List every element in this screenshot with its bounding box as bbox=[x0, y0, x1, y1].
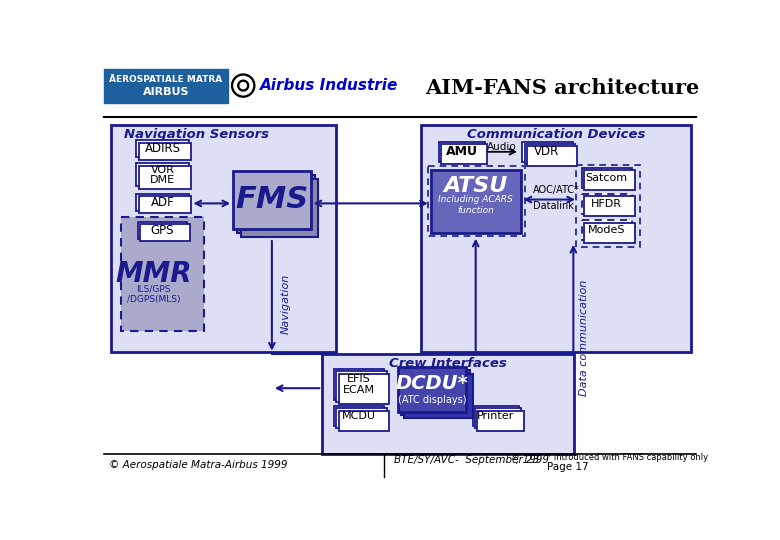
Text: DCDU*: DCDU* bbox=[396, 374, 469, 393]
Text: GPS: GPS bbox=[151, 224, 175, 237]
Bar bbox=[441, 144, 488, 164]
Text: VOR
DME: VOR DME bbox=[150, 165, 176, 185]
Text: ADIRS: ADIRS bbox=[144, 142, 181, 155]
Text: Navigation: Navigation bbox=[281, 273, 291, 334]
Text: Audio: Audio bbox=[488, 142, 517, 152]
Bar bbox=[138, 222, 187, 239]
Text: AIRBUS: AIRBUS bbox=[143, 87, 189, 97]
Bar bbox=[399, 367, 466, 412]
Bar bbox=[139, 166, 191, 189]
Bar bbox=[584, 197, 635, 217]
Text: AMU: AMU bbox=[445, 145, 477, 158]
Text: EFIS
ECAM: EFIS ECAM bbox=[342, 374, 374, 395]
Text: © Aerospatiale Matra-Airbus 1999: © Aerospatiale Matra-Airbus 1999 bbox=[109, 460, 288, 470]
Bar bbox=[339, 410, 389, 430]
Bar bbox=[233, 171, 310, 229]
Text: AOC/ATC*: AOC/ATC* bbox=[533, 185, 580, 195]
Text: Communication Devices: Communication Devices bbox=[467, 129, 646, 141]
Bar bbox=[584, 222, 635, 242]
Bar bbox=[139, 197, 191, 213]
Circle shape bbox=[240, 83, 246, 89]
Text: ILS/GPS
/DGPS(MLS): ILS/GPS /DGPS(MLS) bbox=[126, 285, 180, 304]
Bar bbox=[336, 408, 387, 428]
Text: rd: rd bbox=[512, 453, 519, 462]
Bar bbox=[136, 140, 189, 157]
Bar bbox=[431, 170, 521, 233]
Bar bbox=[334, 369, 385, 400]
Text: , 1999: , 1999 bbox=[516, 455, 549, 465]
Bar bbox=[582, 194, 633, 214]
Bar bbox=[582, 168, 633, 188]
Bar bbox=[241, 179, 318, 237]
Text: (ATC displays): (ATC displays) bbox=[398, 395, 466, 405]
Text: Datalink: Datalink bbox=[533, 201, 574, 211]
Text: ADF: ADF bbox=[151, 196, 175, 209]
Text: BTE/SY/AVC-  September 23: BTE/SY/AVC- September 23 bbox=[394, 455, 539, 465]
Bar bbox=[121, 217, 204, 331]
Bar bbox=[136, 164, 189, 186]
Text: FMS: FMS bbox=[236, 185, 309, 214]
Bar bbox=[473, 406, 519, 426]
Text: Airbus Industrie: Airbus Industrie bbox=[261, 78, 399, 93]
Bar bbox=[140, 224, 190, 241]
Circle shape bbox=[232, 74, 255, 97]
Bar bbox=[584, 170, 635, 190]
Bar bbox=[104, 69, 228, 103]
Bar bbox=[526, 146, 577, 166]
Text: Navigation Sensors: Navigation Sensors bbox=[124, 129, 269, 141]
Bar bbox=[139, 143, 191, 159]
Bar bbox=[421, 125, 691, 352]
Text: Satcom: Satcom bbox=[586, 173, 628, 183]
Bar bbox=[336, 372, 387, 402]
Circle shape bbox=[238, 80, 249, 91]
Bar bbox=[136, 194, 189, 211]
Bar bbox=[404, 374, 473, 418]
Bar bbox=[582, 220, 633, 240]
Text: Page 17: Page 17 bbox=[547, 462, 589, 472]
Bar bbox=[237, 175, 314, 233]
Bar bbox=[438, 142, 485, 162]
Bar bbox=[576, 165, 640, 247]
Text: ModeS: ModeS bbox=[588, 225, 626, 235]
Bar bbox=[477, 410, 523, 430]
Text: ATSU: ATSU bbox=[444, 177, 508, 197]
Text: MCDU: MCDU bbox=[342, 411, 376, 421]
Bar bbox=[427, 166, 524, 236]
Text: ĀEROSPATIALE MATRA: ĀEROSPATIALE MATRA bbox=[109, 75, 222, 84]
Bar bbox=[524, 144, 575, 164]
Bar bbox=[339, 374, 389, 404]
Text: VDR: VDR bbox=[534, 145, 559, 158]
Bar bbox=[401, 370, 470, 415]
Text: Data communication: Data communication bbox=[580, 280, 589, 396]
Bar bbox=[334, 406, 385, 426]
Bar bbox=[522, 142, 573, 162]
Text: MMR: MMR bbox=[115, 260, 192, 288]
Bar bbox=[322, 354, 574, 454]
Text: Printer: Printer bbox=[477, 411, 515, 421]
Text: Including ACARS
function: Including ACARS function bbox=[438, 195, 513, 214]
Text: AIM-FANS architecture: AIM-FANS architecture bbox=[425, 78, 700, 98]
Bar bbox=[112, 125, 336, 352]
Circle shape bbox=[234, 76, 253, 95]
Text: HFDR: HFDR bbox=[591, 199, 622, 209]
Text: Crew Interfaces: Crew Interfaces bbox=[389, 357, 507, 370]
Text: * introduced with FANS capability only: * introduced with FANS capability only bbox=[547, 453, 708, 462]
Bar bbox=[475, 408, 521, 428]
